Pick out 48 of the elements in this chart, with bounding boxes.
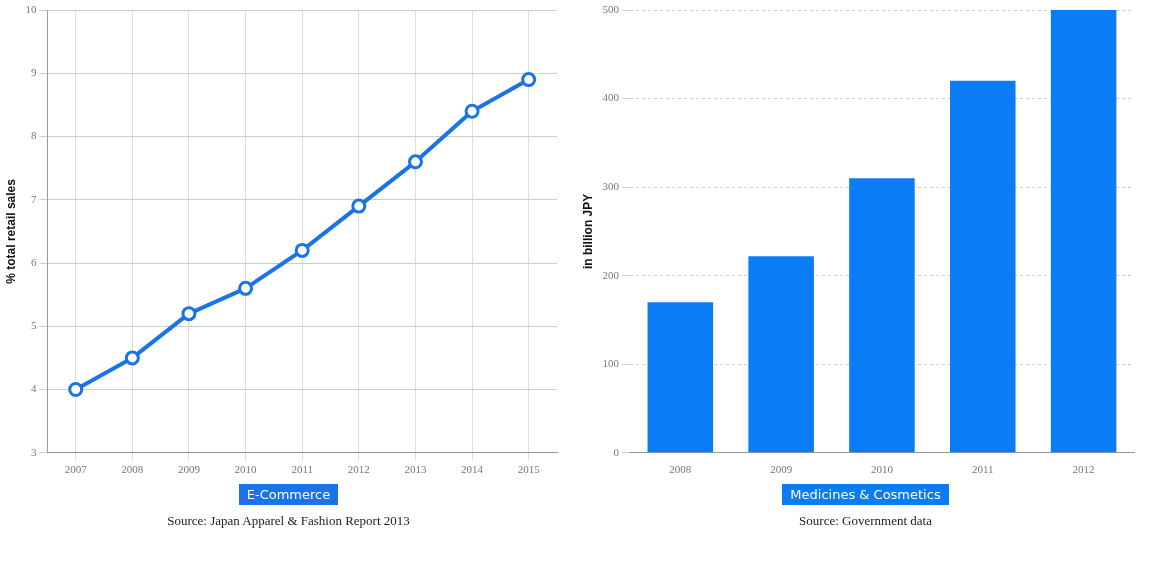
y-tick-label: 9 [30, 66, 37, 79]
point [238, 280, 254, 296]
x-tick-label: 2009 [770, 463, 793, 476]
x-tick-label: 2015 [517, 463, 541, 476]
y-tick-label: 10 [25, 2, 37, 15]
x-tick-label: 2009 [177, 463, 201, 476]
x-tick-label: 2013 [404, 463, 427, 476]
x-tick-label: 2011 [971, 463, 994, 476]
point [68, 382, 84, 398]
bar [849, 178, 915, 453]
point [294, 242, 310, 258]
y-tick-label: 300 [602, 180, 620, 193]
x-tick-label: 2014 [461, 463, 484, 476]
text: E-Commerce [238, 484, 339, 505]
x-tick-label: 2007 [64, 463, 88, 476]
y-tick-label: 500 [602, 2, 620, 15]
y-tick-label: 5 [30, 319, 37, 332]
x-tick-label: 2011 [291, 463, 313, 476]
point [407, 154, 423, 170]
x-tick-label: 2010 [234, 463, 258, 476]
x-tick-label: 2008 [121, 463, 144, 476]
y-tick-label: 0 [613, 445, 620, 458]
bar [647, 302, 714, 453]
x-tick-label: 2010 [870, 463, 894, 476]
bar [748, 256, 814, 453]
y-tick-label: 200 [602, 268, 620, 281]
y-axis-title: in billion JPY [580, 193, 595, 270]
text: Medicines & Cosmetics [782, 484, 949, 505]
y-tick-label: 7 [30, 192, 37, 205]
y-tick-label: 6 [30, 255, 37, 268]
point [521, 72, 537, 88]
source-note: Source: Government data [799, 513, 932, 529]
y-tick-label: 4 [30, 382, 37, 395]
y-axis-title: % total retail sales [3, 178, 18, 284]
x-tick-label: 2008 [669, 463, 692, 476]
x-tick-label: 2012 [1072, 463, 1095, 476]
bar [1050, 10, 1117, 453]
point [181, 306, 197, 322]
x-tick-label: 2012 [347, 463, 370, 476]
bar [950, 80, 1016, 453]
y-tick-label: 3 [30, 445, 37, 458]
y-tick-label: 400 [602, 91, 620, 104]
point [351, 198, 367, 214]
y-tick-label: 100 [602, 357, 620, 370]
point [464, 103, 480, 119]
point [124, 350, 140, 366]
y-tick-label: 8 [30, 129, 37, 142]
source-note: Source: Japan Apparel & Fashion Report 2013 [167, 513, 410, 529]
